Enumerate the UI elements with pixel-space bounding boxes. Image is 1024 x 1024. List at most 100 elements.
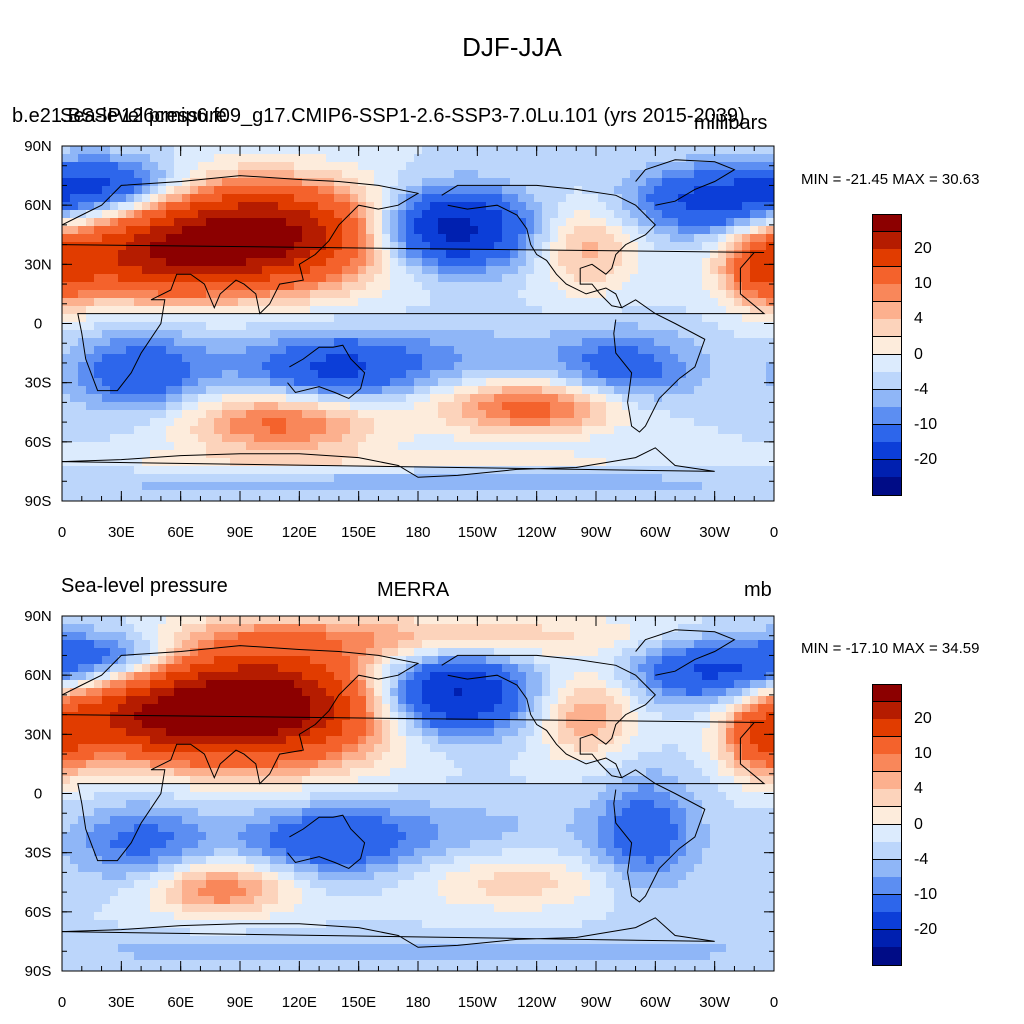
colorbar-swatch: [872, 354, 902, 373]
lat-tick-label: 30N: [24, 256, 52, 273]
colorbar-tick-label: -20: [914, 920, 938, 938]
lon-tick-label: 90E: [227, 994, 254, 1011]
colorbar-obs: [872, 684, 902, 966]
map-obs: 90N 60N 30N 0 30S 60S 90S 0 30E 60E 90E 120E 150E 180…: [24, 608, 778, 1011]
colorbar-swatch: [872, 719, 902, 738]
colorbar-swatch: [872, 442, 902, 461]
colorbar-tick-label: -4: [914, 380, 929, 398]
lon-tick-label: 0: [58, 994, 66, 1011]
lon-tick-label: 90W: [581, 524, 613, 541]
lon-tick-label: 120E: [282, 524, 317, 541]
lon-tick-label: 60E: [167, 994, 194, 1011]
lat-tick-label: 30N: [24, 726, 52, 743]
lon-tick-label: 120E: [282, 994, 317, 1011]
colorbar-tick-label: 0: [914, 815, 923, 833]
colorbar-model: [872, 214, 902, 496]
colorbar-tick-label: -4: [914, 850, 929, 868]
colorbar-tick-label: 10: [914, 745, 932, 763]
lon-tick-label: 30E: [108, 524, 135, 541]
contour-field: [62, 146, 774, 501]
colorbar-swatch: [872, 842, 902, 861]
colorbar-swatch: [872, 336, 902, 355]
figure-title: DJF-JJA: [462, 32, 562, 62]
colorbar-swatch: [872, 249, 902, 268]
lon-tick-label: 30W: [699, 524, 731, 541]
lat-tick-label: 60S: [25, 434, 52, 451]
panel-model: b.e21.BSSP126cmip6.f09_g17.CMIP6-SSP1-2.…: [12, 105, 980, 188]
lon-tick-label: 30E: [108, 994, 135, 1011]
colorbar-swatch: [872, 824, 902, 843]
colorbar-swatch: [872, 424, 902, 443]
colorbar-tick-label: 4: [914, 780, 923, 798]
panel-obs-dataset-title: MERRA: [377, 579, 450, 601]
colorbar-tick-label: 0: [914, 345, 923, 363]
colorbar-swatch: [872, 771, 902, 790]
lon-tick-label: 120W: [517, 994, 557, 1011]
contour-field: [62, 616, 774, 971]
colorbar-swatch: [872, 319, 902, 338]
colorbar-swatch: [872, 684, 902, 703]
lon-tick-label: 60W: [640, 994, 672, 1011]
colorbar-swatch: [872, 407, 902, 426]
lon-tick-label: 180: [405, 524, 430, 541]
colorbar-swatch: [872, 231, 902, 250]
lon-tick-label: 150W: [458, 524, 498, 541]
colorbar-tick-label: 20: [914, 710, 932, 728]
colorbar-tick-label: 10: [914, 275, 932, 293]
colorbar-swatch: [872, 789, 902, 808]
colorbar-tick-label: -10: [914, 885, 938, 903]
coastlines: [62, 629, 766, 948]
lat-tick-label: 60N: [24, 667, 52, 684]
panel-model-minmax: MIN = -21.45 MAX = 30.63: [801, 171, 980, 188]
lat-tick-label: 30S: [25, 845, 52, 862]
map-model: 90N 60N 30N 0 30S 60S 90S 0 30E 60E 90E 120E 150E 180…: [24, 138, 778, 541]
lon-tick-label: 0: [770, 524, 778, 541]
colorbar-swatch: [872, 859, 902, 878]
colorbar-swatch: [872, 301, 902, 320]
lat-tick-label: 90N: [24, 608, 52, 625]
lon-tick-label: 120W: [517, 524, 557, 541]
colorbar-swatch: [872, 284, 902, 303]
lon-tick-label: 60E: [167, 524, 194, 541]
lon-tick-label: 90W: [581, 994, 613, 1011]
panel-obs-minmax: MIN = -17.10 MAX = 34.59: [801, 640, 980, 657]
colorbar-tick-label: 4: [914, 310, 923, 328]
lon-tick-label: 150E: [341, 524, 376, 541]
colorbar-swatch: [872, 701, 902, 720]
colorbar-swatch: [872, 877, 902, 896]
panel-model-units: millibars: [694, 112, 768, 134]
lat-tick-label: 60N: [24, 197, 52, 214]
colorbar-tick-label: 20: [914, 240, 932, 258]
lat-tick-label: 90S: [25, 963, 52, 980]
lon-tick-label: 0: [770, 994, 778, 1011]
panel-obs-units: mb: [744, 579, 772, 601]
colorbar-swatch: [872, 372, 902, 391]
colorbar-swatch: [872, 459, 902, 478]
lat-tick-label: 90S: [25, 493, 52, 510]
colorbar-swatch: [872, 477, 902, 496]
colorbar-swatch: [872, 389, 902, 408]
coastlines: [62, 159, 766, 478]
lon-tick-label: 60W: [640, 524, 672, 541]
lat-tick-label: 60S: [25, 904, 52, 921]
lon-tick-label: 90E: [227, 524, 254, 541]
lon-tick-label: 150W: [458, 994, 498, 1011]
lat-tick-label: 90N: [24, 138, 52, 155]
panel-obs-variable-title: Sea-level pressure: [61, 575, 228, 597]
colorbar-tick-label: -10: [914, 415, 938, 433]
lat-tick-label: 30S: [25, 375, 52, 392]
lon-tick-label: 180: [405, 994, 430, 1011]
colorbar-swatch: [872, 894, 902, 913]
lon-tick-label: 30W: [699, 994, 731, 1011]
panel-model-case-title: b.e21.BSSP126cmip6.f09_g17.CMIP6-SSP1-2.…: [12, 105, 745, 127]
panel-model-variable-title: Sea-level pressure: [60, 105, 227, 127]
colorbar-swatch: [872, 266, 902, 285]
colorbar-swatch: [872, 736, 902, 755]
colorbar-swatch: [872, 806, 902, 825]
colorbar-swatch: [872, 912, 902, 931]
lat-tick-label: 0: [34, 786, 42, 803]
lon-tick-label: 150E: [341, 994, 376, 1011]
colorbar-tick-label: -20: [914, 450, 938, 468]
